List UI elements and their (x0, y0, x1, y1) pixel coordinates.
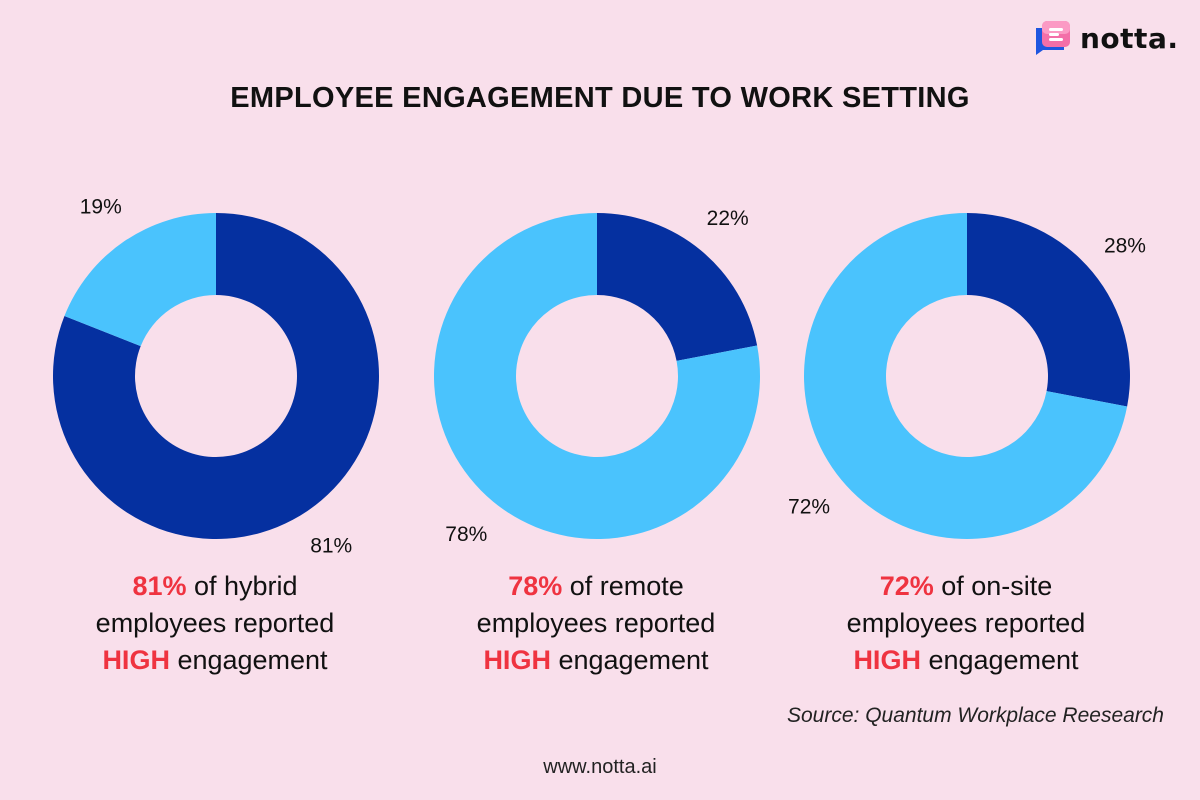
caption-hybrid: 81% of hybrid employees reported HIGH en… (45, 568, 385, 679)
caption-hybrid-line3: engagement (169, 645, 328, 675)
source-note: Source: Quantum Workplace Reesearch (786, 704, 1164, 727)
caption-onsite-pct: 72% (879, 571, 934, 601)
brand-logo: notta. (1034, 18, 1178, 58)
caption-onsite-line2: employees reported (846, 608, 1086, 638)
caption-hybrid-high: HIGH (102, 645, 170, 675)
caption-onsite: 72% of on-site employees reported HIGH e… (796, 568, 1136, 679)
brand-name: notta. (1080, 21, 1179, 55)
donut-hybrid-slice-0 (53, 213, 379, 539)
donut-onsite-label-1: 72% (788, 496, 830, 519)
caption-onsite-line1: of on-site (933, 571, 1053, 601)
donut-onsite-label-0: 28% (1104, 234, 1146, 257)
caption-hybrid-line2: employees reported (95, 608, 335, 638)
chart-title: EMPLOYEE ENGAGEMENT DUE TO WORK SETTING (230, 82, 970, 114)
donut-hybrid-label-0: 81% (310, 535, 352, 558)
caption-remote-pct: 78% (508, 571, 563, 601)
caption-remote-line3: engagement (550, 645, 709, 675)
caption-onsite-line3: engagement (920, 645, 1079, 675)
caption-remote: 78% of remote employees reported HIGH en… (426, 568, 766, 679)
caption-hybrid-line1: of hybrid (186, 571, 298, 601)
notta-logo-icon (1036, 21, 1070, 55)
caption-remote-high: HIGH (483, 645, 551, 675)
caption-onsite-high: HIGH (853, 645, 921, 675)
donut-remote-label-0: 22% (707, 207, 749, 230)
caption-remote-line2: employees reported (476, 608, 716, 638)
caption-hybrid-pct: 81% (132, 571, 187, 601)
donut-hybrid-label-1: 19% (80, 195, 122, 218)
donut-onsite-slice-0 (967, 213, 1130, 407)
donut-remote-label-1: 78% (445, 523, 487, 546)
donut-onsite-slice-1 (803, 213, 1128, 539)
donut-remote-slice-1 (433, 213, 760, 539)
donut-remote-slice-0 (597, 213, 758, 361)
donut-hybrid-slice-1 (64, 213, 216, 347)
caption-remote-line1: of remote (562, 571, 684, 601)
footer-url[interactable]: www.notta.ai (543, 756, 657, 778)
